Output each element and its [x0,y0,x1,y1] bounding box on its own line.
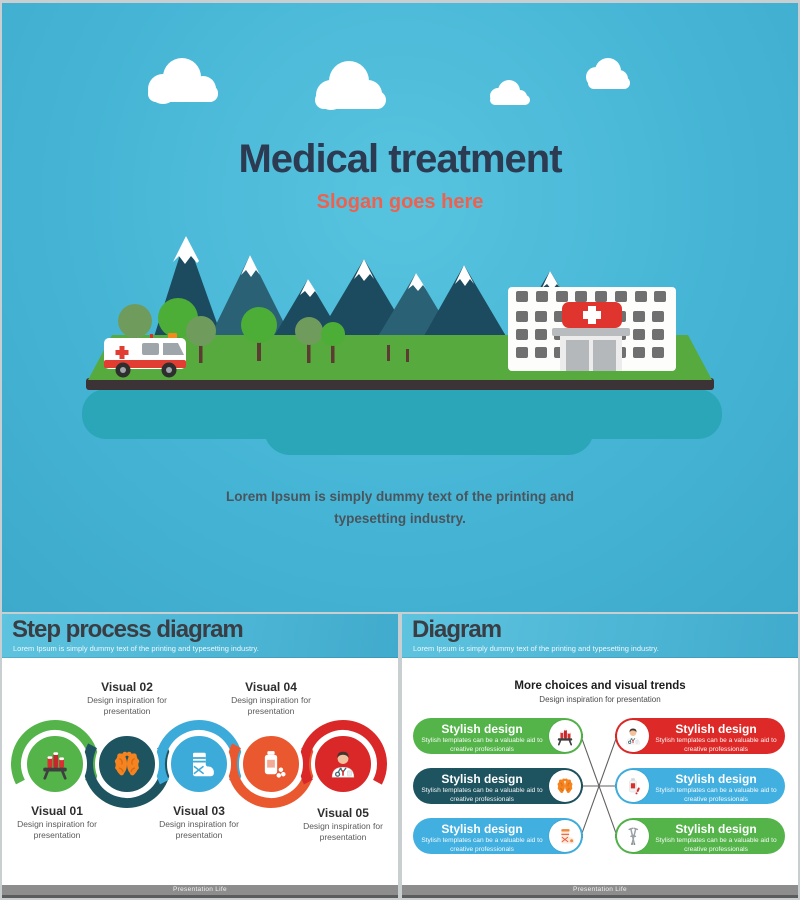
medical-landscape-illustration [82,58,722,455]
diagram-slide[interactable]: Diagram Lorem Ipsum is simply dummy text… [402,614,798,898]
step-label-3: Visual 03 Design inspiration for present… [159,804,239,841]
step-process-slide[interactable]: Step process diagram Lorem Ipsum is simp… [2,614,398,898]
foot-cast-icon [549,820,581,852]
step-label-5: Visual 05 Design inspiration for present… [303,806,383,843]
brain-icon [549,770,581,802]
diagram-section-title: More choices and visual trends [514,680,686,692]
step-slide-header: Step process diagram Lorem Ipsum is simp… [2,614,398,658]
step-slide-footer: Presentation Life [2,885,398,898]
step-circle-2 [95,732,159,796]
diagram-section-subtitle: Design inspiration for presentation [539,695,661,704]
stylish-card-5: Stylish design Stylish templates can be … [413,818,583,854]
stylish-card-1: Stylish design Stylish templates can be … [413,718,583,754]
diagram-slide-subtitle: Lorem Ipsum is simply dummy text of the … [413,644,659,653]
diagram-slide-title: Diagram [412,616,502,643]
step-slide-content: Visual 01 Design inspiration for present… [2,658,398,885]
step-label-2: Visual 02 Design inspiration for present… [87,680,167,717]
step-process-diagram [11,720,387,808]
diagram-slide-header: Diagram Lorem Ipsum is simply dummy text… [402,614,798,658]
medicine-bottle-icon [617,770,649,802]
stylish-card-4: Stylish design Stylish templates can be … [615,768,785,804]
clouds-icon [148,58,630,110]
trees [118,298,409,363]
main-title: Medical treatment [238,137,562,181]
diagram-slide-footer: Presentation Life [402,885,798,898]
ambulance-illustration [104,333,186,378]
step-slide-title: Step process diagram [12,616,244,643]
stylish-card-6: Stylish design Stylish templates can be … [615,818,785,854]
doctor-icon [617,720,649,752]
crutches-icon [617,820,649,852]
test-tubes-icon [549,720,581,752]
stylish-card-2: Stylish design Stylish templates can be … [615,718,785,754]
main-title-slide[interactable]: Medical treatment Slogan goes here Lorem… [2,3,798,612]
diagram-slide-content: More choices and visual trends Design in… [402,658,798,885]
step-label-4: Visual 04 Design inspiration for present… [231,680,311,717]
main-description: Lorem Ipsum is simply dummy text of the … [225,489,575,526]
hospital-illustration [508,287,676,371]
step-slide-subtitle: Lorem Ipsum is simply dummy text of the … [13,644,259,653]
water-shadow [82,389,722,455]
step-circle-5 [311,732,375,796]
step-label-1: Visual 01 Design inspiration for present… [17,804,97,841]
main-slogan: Slogan goes here [316,191,484,213]
stylish-card-3: Stylish design Stylish templates can be … [413,768,583,804]
